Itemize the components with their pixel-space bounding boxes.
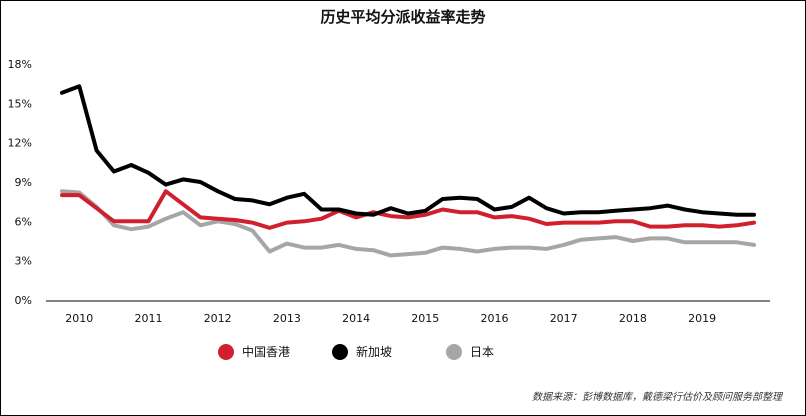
legend: 中国香港 新加坡 日本	[218, 344, 494, 360]
legend-marker-2	[446, 344, 462, 360]
legend-marker-1	[332, 344, 348, 360]
x-tick-label: 2013	[273, 312, 301, 325]
source-note: 数据来源：彭博数据库，戴德梁行估价及顾问服务部整理	[532, 391, 784, 403]
legend-label-2: 日本	[470, 345, 494, 359]
legend-label-0: 中国香港	[242, 344, 290, 359]
legend-label-1: 新加坡	[356, 344, 392, 359]
series-line-0	[60, 189, 756, 230]
x-tick-label: 2015	[411, 312, 439, 325]
y-tick-label: 9%	[15, 176, 32, 189]
series-line-1	[60, 84, 756, 217]
x-tick-label: 2016	[481, 312, 509, 325]
x-tick-label: 2019	[688, 312, 716, 325]
x-tick-label: 2010	[65, 312, 93, 325]
chart-title: 历史平均分派收益率走势	[320, 8, 485, 26]
x-tick-label: 2011	[135, 312, 163, 325]
y-tick-label: 0%	[15, 294, 32, 307]
x-tick-label: 2014	[342, 312, 370, 325]
y-tick-label: 6%	[15, 215, 32, 228]
legend-marker-0	[218, 344, 234, 360]
x-tick-label: 2017	[550, 312, 578, 325]
series-line-2	[60, 189, 756, 258]
series-lines	[60, 84, 756, 258]
y-axis: 0% 3% 6% 9% 12% 15% 18%	[8, 58, 32, 307]
x-tick-label: 2018	[619, 312, 647, 325]
x-tick-label: 2012	[204, 312, 232, 325]
y-tick-label: 15%	[8, 97, 32, 110]
y-tick-label: 12%	[8, 137, 32, 150]
y-tick-label: 3%	[15, 255, 32, 268]
x-axis: 2010 2011 2012 2013 2014 2015 2016 2017 2018 2019	[46, 300, 770, 325]
y-tick-label: 18%	[8, 58, 32, 71]
